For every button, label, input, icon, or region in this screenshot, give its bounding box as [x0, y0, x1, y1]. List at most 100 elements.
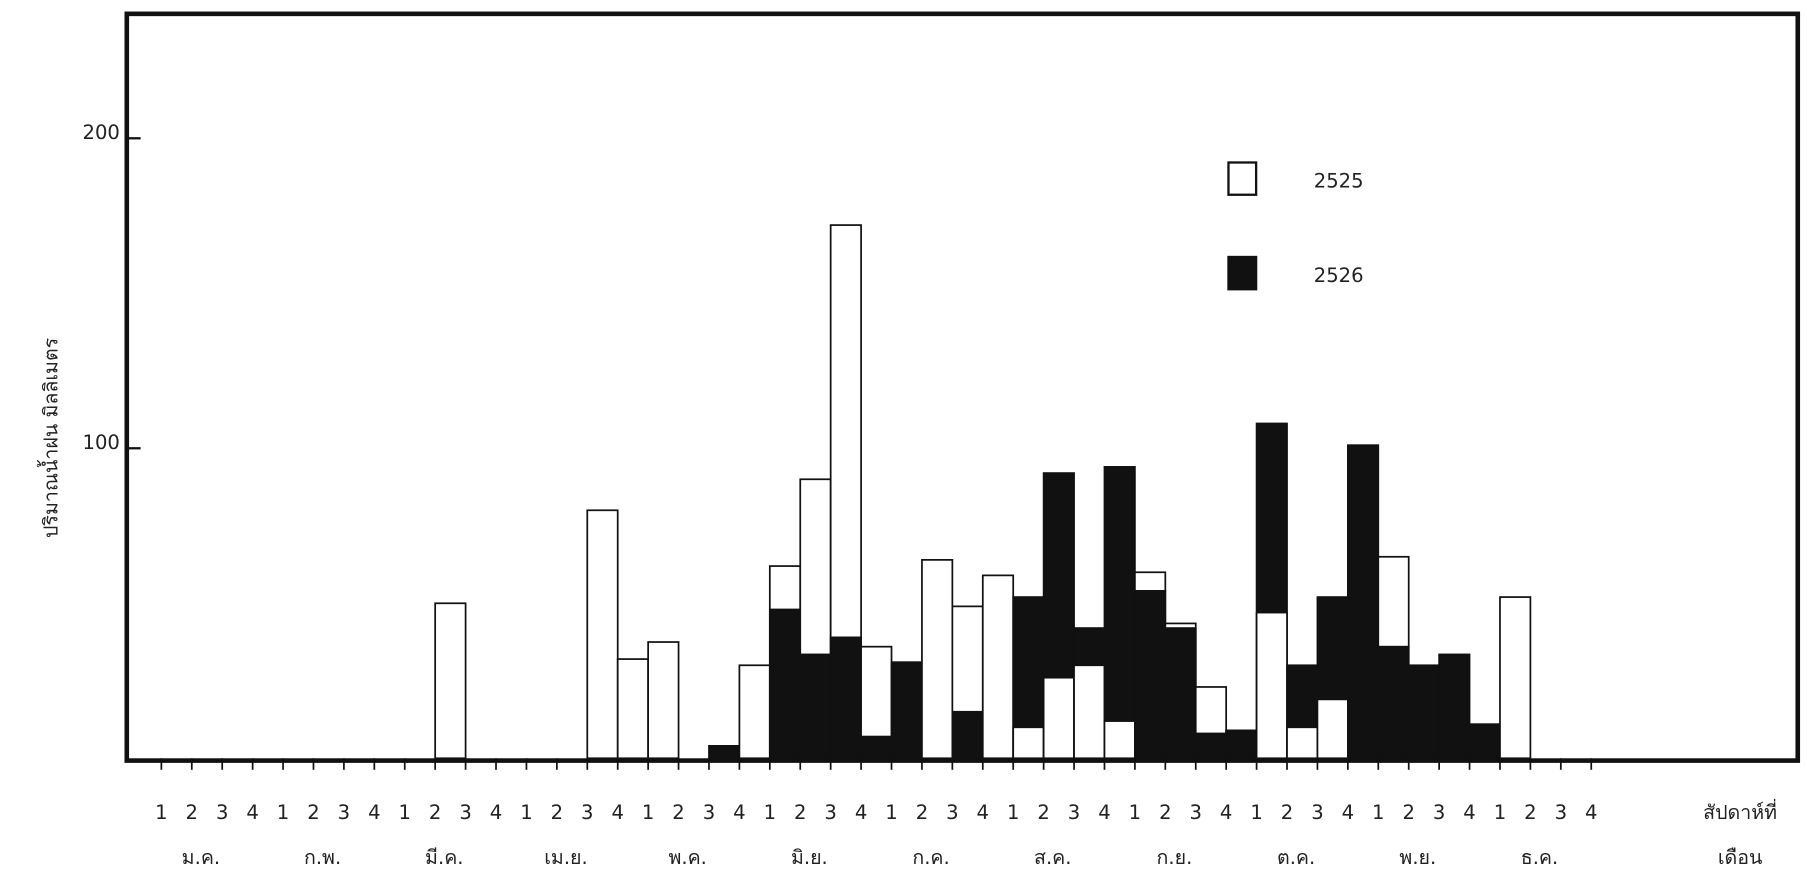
x-tick-label: 3	[1433, 801, 1445, 824]
bar	[892, 662, 922, 758]
bar	[1135, 591, 1165, 758]
x-tick-label: 1	[1372, 801, 1384, 824]
x-tick-label: 3	[459, 801, 471, 824]
x-tick-label: 4	[855, 801, 867, 824]
x-tick-label: 4	[733, 801, 745, 824]
x-tick-label: 3	[216, 801, 228, 824]
x-tick-label: 4	[611, 801, 623, 824]
x-tick-label: 1	[642, 801, 654, 824]
month-label: มิ.ย.	[791, 846, 828, 869]
x-tick-label: 1	[764, 801, 776, 824]
x-tick-label: 1	[520, 801, 532, 824]
x-tick-label: 2	[794, 801, 806, 824]
bar	[1196, 733, 1226, 758]
bar	[739, 665, 769, 758]
x-tick-label: 3	[824, 801, 836, 824]
month-label: ก.พ.	[304, 846, 341, 869]
bar	[1104, 721, 1134, 758]
x-tick-label: 4	[977, 801, 989, 824]
x-tick-label: 4	[368, 801, 380, 824]
bar	[1378, 647, 1408, 759]
bar	[1104, 467, 1134, 758]
x-tick-label: 4	[1220, 801, 1232, 824]
bar	[1317, 699, 1347, 758]
bar	[1165, 628, 1195, 758]
bar	[861, 737, 891, 759]
x-tick-label: 2	[1402, 801, 1414, 824]
x-tick-label: 1	[399, 801, 411, 824]
x-tick-label: 4	[1463, 801, 1475, 824]
x-tick-label: 2	[672, 801, 684, 824]
x-tick-label: 2	[1281, 801, 1293, 824]
y-tick-label: 100	[83, 431, 120, 454]
x-tick-label: 4	[1098, 801, 1110, 824]
bar	[648, 642, 678, 758]
month-label: เม.ย.	[544, 846, 588, 869]
bar	[709, 746, 739, 758]
x-tick-label: 1	[1494, 801, 1506, 824]
bar	[587, 510, 617, 758]
bar	[1348, 445, 1378, 758]
month-label: พ.ค.	[668, 846, 706, 869]
bar	[1074, 665, 1104, 758]
bar	[800, 654, 830, 758]
month-label: ต.ค.	[1277, 846, 1315, 869]
x-tick-label: 1	[277, 801, 289, 824]
bar	[1439, 654, 1469, 758]
month-label: ก.ค.	[912, 846, 949, 869]
x-tick-label: 2	[916, 801, 928, 824]
bar	[1226, 730, 1256, 758]
x-tick-label: 4	[246, 801, 258, 824]
bar	[1500, 597, 1530, 758]
x-tick-label: 1	[885, 801, 897, 824]
legend-label: 2526	[1314, 264, 1364, 287]
x-tick-label: 1	[155, 801, 167, 824]
page: ปริมาณน้ำฝน มิลลิเมตร สัปดาห์ที่ เดือน 1…	[0, 0, 1807, 881]
bar	[922, 560, 952, 758]
x-tick-label: 2	[1524, 801, 1536, 824]
month-label: ก.ย.	[1157, 846, 1193, 869]
x-tick-label: 3	[1311, 801, 1323, 824]
month-label: พ.ย.	[1399, 846, 1436, 869]
x-tick-label: 3	[338, 801, 350, 824]
bar	[1409, 665, 1439, 758]
month-label: ม.ค.	[182, 846, 220, 869]
x-tick-label: 4	[490, 801, 502, 824]
group-axis-label: เดือน	[1718, 846, 1763, 869]
x-axis-label: สัปดาห์ที่	[1703, 799, 1777, 824]
month-label: ธ.ค.	[1521, 846, 1559, 869]
x-tick-label: 1	[1007, 801, 1019, 824]
bar	[770, 609, 800, 758]
month-label: ส.ค.	[1034, 846, 1072, 869]
x-tick-label: 4	[1585, 801, 1597, 824]
bar	[1013, 727, 1043, 758]
x-tick-label: 3	[946, 801, 958, 824]
x-tick-label: 1	[1129, 801, 1141, 824]
legend-label: 2525	[1314, 170, 1364, 193]
x-tick-label: 3	[703, 801, 715, 824]
legend-swatch	[1228, 257, 1256, 289]
bar	[1257, 613, 1287, 759]
x-tick-label: 2	[186, 801, 198, 824]
chart: ปริมาณน้ำฝน มิลลิเมตร สัปดาห์ที่ เดือน 1…	[0, 0, 1807, 881]
bar	[1470, 724, 1500, 758]
bar	[952, 712, 982, 758]
x-tick-label: 2	[1037, 801, 1049, 824]
x-tick-label: 2	[1159, 801, 1171, 824]
x-tick-label: 2	[551, 801, 563, 824]
x-tick-label: 3	[1190, 801, 1202, 824]
bar	[1287, 727, 1317, 758]
x-tick-label: 3	[581, 801, 593, 824]
y-tick-label: 200	[83, 121, 120, 144]
bar	[618, 659, 648, 758]
x-tick-label: 4	[1342, 801, 1354, 824]
x-tick-label: 3	[1555, 801, 1567, 824]
month-label: มี.ค.	[425, 846, 463, 869]
x-tick-label: 1	[1250, 801, 1262, 824]
bar	[435, 603, 465, 758]
legend-swatch	[1228, 162, 1256, 194]
y-axis-label: ปริมาณน้ำฝน มิลลิเมตร	[36, 338, 62, 538]
bar	[1044, 678, 1074, 759]
x-tick-label: 2	[429, 801, 441, 824]
x-tick-label: 3	[1068, 801, 1080, 824]
